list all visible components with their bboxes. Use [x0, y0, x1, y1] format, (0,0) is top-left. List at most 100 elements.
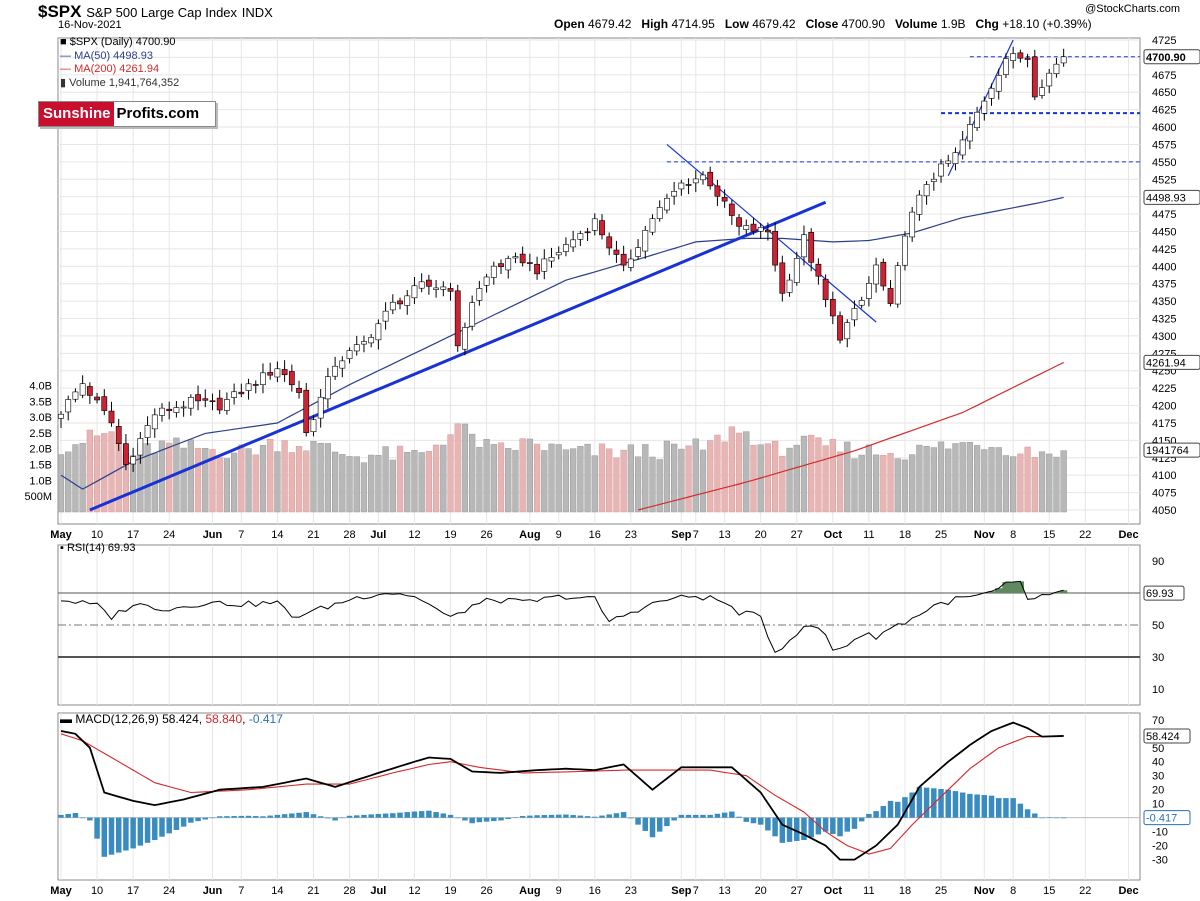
macd-histogram-bar	[310, 814, 317, 818]
volume-bar	[930, 447, 937, 513]
macd-histogram-bar	[260, 816, 266, 818]
macd-tick-label: 30	[1152, 771, 1164, 783]
macd-histogram-bar	[1010, 798, 1016, 818]
volume-bar	[872, 454, 880, 513]
candle-body	[1053, 63, 1060, 74]
time-tick-label: Jun	[203, 885, 223, 897]
volume-bar	[577, 446, 584, 513]
volume-bar	[728, 426, 735, 513]
trendlines	[89, 39, 1140, 512]
time-tick-label: 25	[935, 885, 947, 897]
candle-body	[945, 160, 952, 164]
volume-bar	[533, 443, 541, 513]
volume-bar	[591, 455, 598, 513]
candle-body	[844, 322, 851, 340]
volume-bar	[1024, 446, 1031, 513]
candle-body	[627, 258, 634, 268]
macd-histogram-bar	[1060, 817, 1067, 819]
stockcharts-brand[interactable]: @StockCharts.com	[1085, 3, 1180, 15]
time-tick-label: 18	[899, 885, 911, 897]
time-tick-label: 7	[693, 529, 699, 541]
volume-bar	[209, 449, 216, 513]
macd-histogram-bar	[404, 812, 410, 818]
volume-bar	[721, 441, 728, 513]
candle-body	[664, 197, 670, 211]
price-label-text: 1941764	[1146, 445, 1189, 457]
macd-histogram-bar	[390, 813, 396, 818]
macd-histogram-bar	[584, 816, 591, 818]
price-tick-label: 4675	[1152, 70, 1176, 82]
volume-bar	[65, 451, 72, 513]
volume-bar	[411, 450, 418, 513]
macd-histogram-bar	[570, 815, 576, 818]
legend-volume: ▮ Volume 1,941,764,352	[60, 77, 180, 89]
macd-histogram-bar	[274, 814, 281, 818]
candle-body	[757, 227, 764, 232]
macd-histogram-bar	[902, 797, 908, 818]
macd-histogram-bar	[563, 814, 569, 818]
macd-histogram-bar	[411, 811, 418, 818]
candle-body	[519, 253, 526, 264]
volume-bar	[692, 438, 699, 513]
macd-histogram-bar	[714, 813, 721, 818]
price-label-box	[1143, 442, 1200, 458]
moving-averages	[60, 196, 1064, 511]
macd-histogram-bar	[635, 817, 641, 825]
volume-tick-label: 2.5B	[29, 428, 52, 440]
volume-bar	[238, 444, 245, 513]
macd-histogram-bar	[649, 817, 656, 838]
price-tick-label: 4200	[1152, 401, 1176, 413]
candle-body	[728, 203, 735, 216]
macd-histogram-bar	[188, 817, 194, 823]
macd-histogram-bar	[180, 817, 187, 827]
candle-body	[303, 389, 310, 434]
legend-ma50: — MA(50) 4498.93	[60, 50, 153, 62]
macd-tick-label: 20	[1152, 785, 1164, 797]
time-tick-label: 24	[163, 885, 175, 897]
volume-bar	[245, 448, 252, 513]
volume-bar	[836, 451, 844, 513]
candle-body	[685, 184, 692, 186]
candle-body	[700, 174, 706, 181]
volume-bar	[815, 437, 822, 513]
volume-bar	[822, 445, 829, 513]
volume-bar	[368, 454, 375, 513]
macd-panel: -30-20-1001020304050607058.424-0.417	[58, 715, 1191, 867]
volume-bar	[389, 459, 396, 513]
macd-histogram-bar	[498, 817, 504, 821]
volume-bar	[79, 443, 86, 513]
volume-bar	[360, 462, 368, 513]
time-tick-label: Dec	[1118, 885, 1138, 897]
macd-histogram-bar	[1039, 817, 1045, 819]
candle-body	[346, 350, 353, 360]
price-tick-label: 4075	[1152, 488, 1176, 500]
volume-bar	[555, 444, 562, 513]
rsi-tick-label: 10	[1152, 684, 1164, 696]
macd-histogram-bar	[685, 814, 692, 818]
macd-line	[60, 721, 1064, 861]
macd-histogram-bar	[1017, 803, 1024, 818]
volume-bar	[339, 454, 346, 513]
candle-body	[469, 302, 476, 327]
macd-histogram-bar	[454, 817, 461, 819]
time-tick-label: 7	[238, 529, 244, 541]
candle-body	[425, 279, 432, 287]
time-tick-label: 15	[1043, 529, 1055, 541]
candle-body	[209, 400, 216, 403]
sunshine-profits-logo: Sunshine Profits.com	[38, 101, 216, 127]
macd-histogram-bar	[332, 817, 338, 821]
trendline	[89, 200, 827, 512]
volume-bar	[461, 423, 469, 513]
candle-body	[635, 247, 641, 257]
candle-body	[938, 163, 944, 177]
candle-body	[324, 376, 331, 400]
macd-histogram-bar	[981, 795, 988, 818]
candle-body	[887, 288, 894, 304]
candle-body	[793, 258, 800, 283]
candle-body	[952, 152, 959, 165]
candle-body	[779, 262, 786, 294]
volume-bars	[57, 423, 1067, 513]
time-tick-label: 13	[719, 885, 731, 897]
candle-body	[642, 230, 649, 252]
